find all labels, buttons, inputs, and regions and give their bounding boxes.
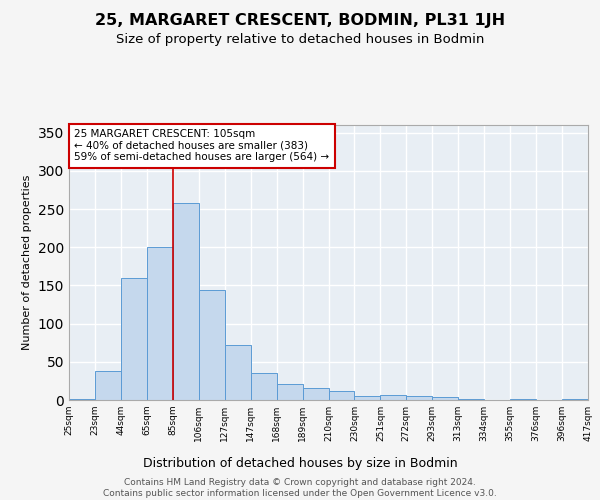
Text: Contains HM Land Registry data © Crown copyright and database right 2024.
Contai: Contains HM Land Registry data © Crown c… [103, 478, 497, 498]
Bar [380, 396, 406, 400]
Text: 25, MARGARET CRESCENT, BODMIN, PL31 1JH: 25, MARGARET CRESCENT, BODMIN, PL31 1JH [95, 12, 505, 28]
Bar [95, 371, 121, 400]
Y-axis label: Number of detached properties: Number of detached properties [22, 175, 32, 350]
Text: Size of property relative to detached houses in Bodmin: Size of property relative to detached ho… [116, 32, 484, 46]
Bar [147, 247, 173, 400]
Bar [251, 374, 277, 400]
Bar [225, 345, 251, 400]
Bar [433, 397, 458, 400]
Bar [406, 396, 432, 400]
Text: 25 MARGARET CRESCENT: 105sqm
← 40% of detached houses are smaller (383)
59% of s: 25 MARGARET CRESCENT: 105sqm ← 40% of de… [74, 129, 329, 162]
Bar [69, 399, 95, 400]
Bar [302, 388, 329, 400]
Bar [355, 396, 380, 400]
Bar [329, 391, 355, 400]
Bar [277, 384, 302, 400]
Bar [458, 399, 484, 400]
Bar [173, 203, 199, 400]
Bar [199, 290, 224, 400]
Bar [562, 399, 588, 400]
Bar [510, 399, 536, 400]
Text: Distribution of detached houses by size in Bodmin: Distribution of detached houses by size … [143, 458, 457, 470]
Bar [121, 278, 147, 400]
